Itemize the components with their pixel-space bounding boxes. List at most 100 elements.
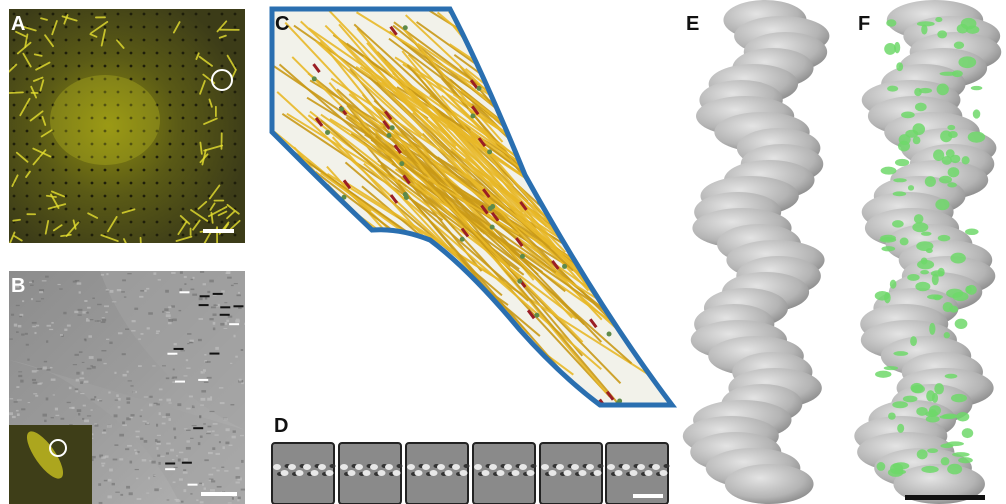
grid-hole — [52, 65, 55, 68]
fitted-model — [915, 103, 927, 112]
scale-bar — [201, 492, 237, 496]
grid-hole — [195, 91, 198, 94]
grid-hole — [143, 208, 146, 211]
grid-hole — [221, 78, 224, 81]
grid-hole — [78, 13, 81, 16]
grid-hole — [39, 143, 42, 146]
noise — [119, 434, 124, 437]
grid-hole — [13, 104, 16, 107]
grid-hole — [208, 26, 211, 29]
noise — [198, 318, 203, 320]
noise — [136, 436, 140, 438]
noise — [78, 309, 83, 311]
noise — [192, 425, 197, 426]
ribosome — [426, 292, 431, 297]
cell-nucleus — [50, 75, 160, 165]
grid-hole — [221, 182, 224, 185]
ribosome — [399, 251, 404, 256]
grid-hole — [130, 234, 133, 237]
fitted-model — [973, 109, 981, 118]
subunit-density — [725, 464, 814, 504]
grid-hole — [13, 195, 16, 198]
microtubule — [375, 391, 381, 399]
noise — [148, 312, 153, 314]
grid-hole — [143, 13, 146, 16]
subunit — [288, 464, 296, 470]
noise — [135, 452, 138, 455]
scale-bar — [905, 495, 985, 500]
noise — [147, 327, 150, 329]
noise — [156, 424, 158, 427]
noise — [198, 339, 202, 341]
grid-hole — [130, 182, 133, 185]
microtubule — [573, 35, 579, 43]
grid-hole — [169, 39, 172, 42]
subunit — [564, 470, 572, 476]
noise — [238, 292, 240, 294]
noise — [162, 423, 166, 425]
microtubule — [349, 396, 355, 404]
noise — [207, 431, 211, 432]
ribosome — [477, 86, 482, 91]
fitted-model — [944, 332, 950, 338]
subunit-shadow — [330, 464, 336, 468]
noise — [180, 350, 185, 351]
grid-hole — [221, 39, 224, 42]
noise — [214, 434, 218, 435]
noise — [176, 455, 178, 456]
grid-hole — [195, 169, 198, 172]
noise — [206, 433, 211, 434]
noise — [204, 487, 206, 489]
fitted-model — [914, 214, 924, 224]
fitted-model — [875, 291, 890, 301]
ribosome — [316, 355, 321, 360]
noise — [51, 379, 56, 381]
ribosome — [583, 33, 588, 38]
noise — [172, 319, 176, 322]
noise — [209, 318, 213, 320]
grid-hole — [182, 78, 185, 81]
grid-hole — [91, 169, 94, 172]
ribosome — [312, 76, 317, 81]
grid-hole — [26, 234, 29, 237]
subunit — [378, 470, 386, 476]
subunit — [497, 470, 505, 476]
ribosome — [305, 399, 310, 404]
subunit — [445, 470, 453, 476]
scale-bar — [633, 494, 663, 498]
noise — [83, 405, 86, 407]
noise — [207, 398, 212, 401]
noise — [59, 288, 62, 289]
noise — [46, 397, 49, 400]
grid-hole — [156, 221, 159, 224]
noise — [60, 334, 63, 336]
noise — [17, 400, 22, 401]
noise — [173, 369, 175, 371]
noise — [87, 368, 92, 370]
ribosome — [512, 114, 517, 119]
fitted-model — [875, 371, 891, 378]
noise — [109, 469, 113, 472]
noise — [32, 379, 36, 381]
noise — [26, 344, 29, 346]
grid-hole — [13, 52, 16, 55]
ribosome — [309, 324, 314, 329]
noise — [148, 477, 150, 479]
fitted-model — [958, 56, 976, 68]
noise — [192, 277, 194, 279]
noise — [75, 388, 79, 390]
grid-hole — [65, 208, 68, 211]
fitted-model — [921, 466, 938, 473]
noise — [200, 398, 205, 401]
ribosome — [393, 265, 398, 270]
microtubule — [311, 207, 317, 215]
noise — [190, 340, 194, 342]
fitted-model — [955, 319, 968, 329]
noise — [208, 426, 212, 428]
noise — [168, 322, 172, 325]
grid-hole — [169, 182, 172, 185]
noise — [88, 335, 92, 337]
grid-hole — [182, 208, 185, 211]
noise — [130, 461, 133, 464]
grid-hole — [169, 130, 172, 133]
